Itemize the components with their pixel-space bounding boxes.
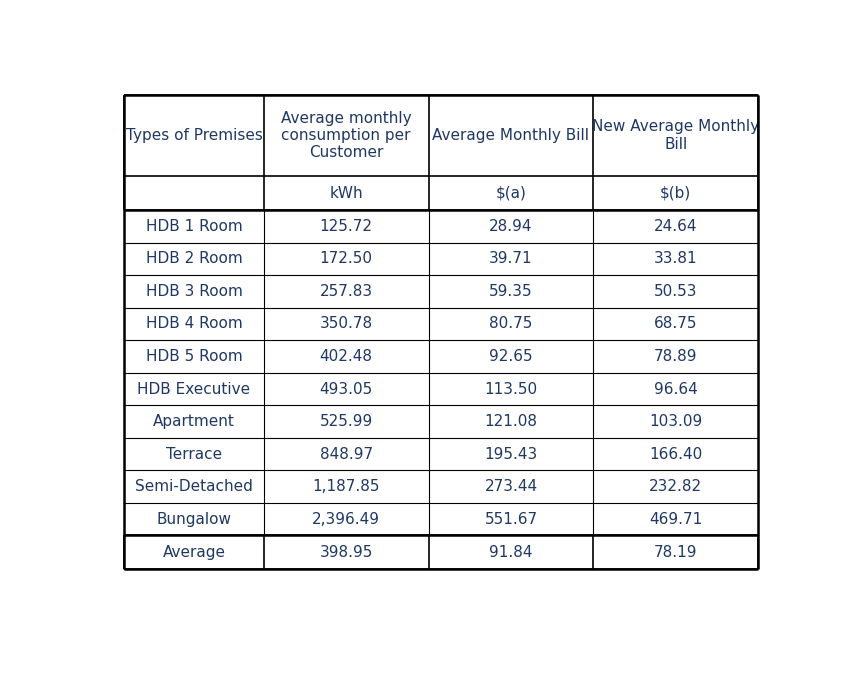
Text: kWh: kWh — [330, 186, 363, 201]
Text: 172.50: 172.50 — [319, 251, 373, 266]
Text: 525.99: 525.99 — [319, 414, 373, 429]
Text: HDB 4 Room: HDB 4 Room — [146, 317, 243, 332]
Text: Apartment: Apartment — [153, 414, 235, 429]
Text: Average: Average — [163, 545, 226, 560]
Text: 273.44: 273.44 — [485, 479, 537, 494]
Text: 28.94: 28.94 — [489, 219, 533, 234]
Text: HDB 2 Room: HDB 2 Room — [146, 251, 243, 266]
Text: 402.48: 402.48 — [319, 349, 373, 364]
Text: HDB 3 Room: HDB 3 Room — [146, 284, 243, 299]
Text: HDB Executive: HDB Executive — [138, 381, 251, 396]
Text: 1,187.85: 1,187.85 — [313, 479, 380, 494]
Text: 2,396.49: 2,396.49 — [313, 511, 381, 526]
Text: 195.43: 195.43 — [485, 447, 537, 462]
Text: 50.53: 50.53 — [654, 284, 697, 299]
Text: Bungalow: Bungalow — [157, 511, 232, 526]
Text: $(b): $(b) — [660, 186, 691, 201]
Text: Average Monthly Bill: Average Monthly Bill — [432, 128, 590, 143]
Text: 78.19: 78.19 — [654, 545, 697, 560]
Text: 103.09: 103.09 — [649, 414, 703, 429]
Text: 232.82: 232.82 — [649, 479, 703, 494]
Text: 96.64: 96.64 — [654, 381, 697, 396]
Text: 24.64: 24.64 — [654, 219, 697, 234]
Text: 166.40: 166.40 — [649, 447, 703, 462]
Text: 33.81: 33.81 — [654, 251, 697, 266]
Text: 257.83: 257.83 — [319, 284, 373, 299]
Text: HDB 1 Room: HDB 1 Room — [146, 219, 243, 234]
Text: 68.75: 68.75 — [654, 317, 697, 332]
Text: New Average Monthly
Bill: New Average Monthly Bill — [592, 119, 759, 152]
Text: 39.71: 39.71 — [489, 251, 533, 266]
Text: 113.50: 113.50 — [485, 381, 537, 396]
Text: 92.65: 92.65 — [489, 349, 533, 364]
Text: $(a): $(a) — [496, 186, 526, 201]
Text: 350.78: 350.78 — [319, 317, 373, 332]
Text: Types of Premises: Types of Premises — [126, 128, 263, 143]
Text: 848.97: 848.97 — [319, 447, 373, 462]
Text: Semi-Detached: Semi-Detached — [135, 479, 253, 494]
Text: 493.05: 493.05 — [319, 381, 373, 396]
Text: 125.72: 125.72 — [319, 219, 373, 234]
Text: 551.67: 551.67 — [485, 511, 537, 526]
Text: 78.89: 78.89 — [654, 349, 697, 364]
Text: Terrace: Terrace — [166, 447, 222, 462]
Text: 80.75: 80.75 — [489, 317, 533, 332]
Text: 91.84: 91.84 — [489, 545, 533, 560]
Text: 59.35: 59.35 — [489, 284, 533, 299]
Text: 398.95: 398.95 — [319, 545, 373, 560]
Text: Average monthly
consumption per
Customer: Average monthly consumption per Customer — [281, 110, 412, 160]
Text: HDB 5 Room: HDB 5 Room — [146, 349, 243, 364]
Text: 469.71: 469.71 — [649, 511, 703, 526]
Text: 121.08: 121.08 — [485, 414, 537, 429]
